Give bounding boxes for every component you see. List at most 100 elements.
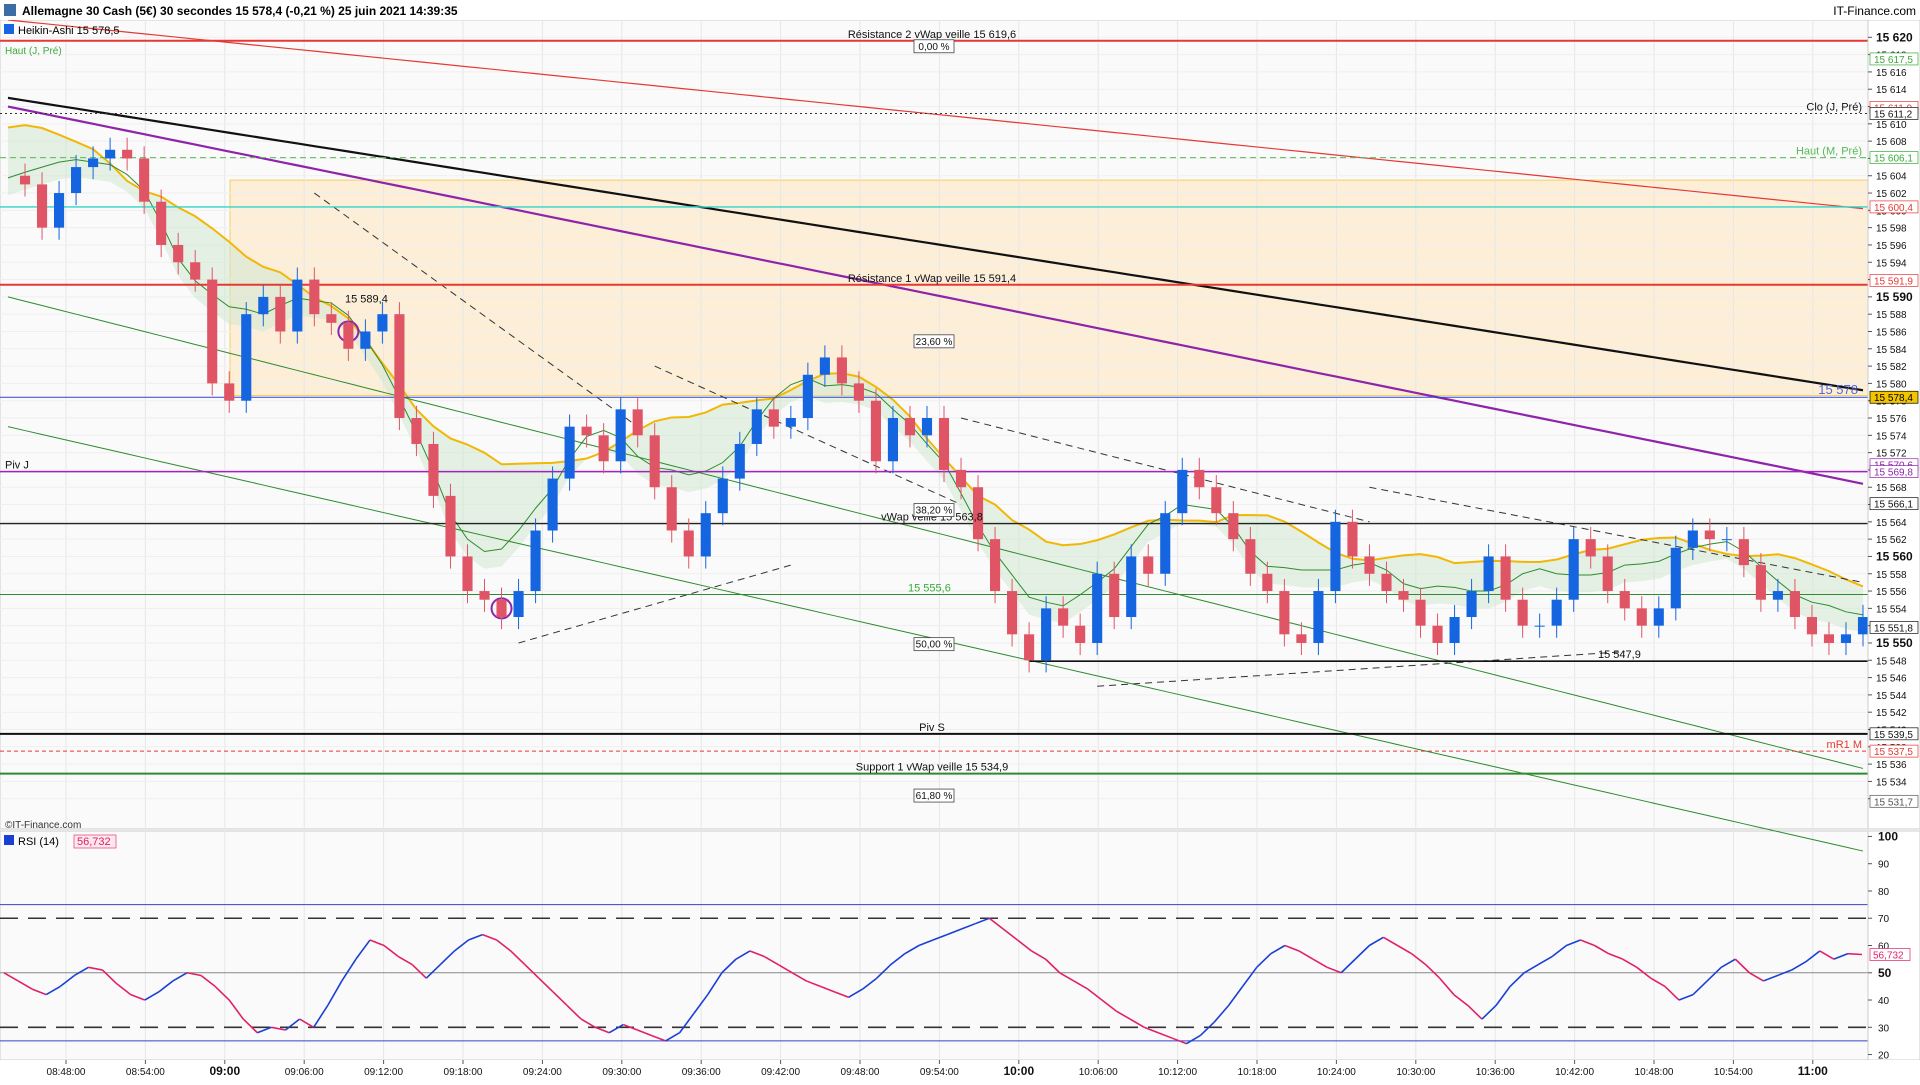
price-panel[interactable] <box>0 19 1869 830</box>
candle-body[interactable] <box>53 193 65 228</box>
candle-body[interactable] <box>71 167 82 194</box>
candle-body[interactable] <box>768 409 779 427</box>
candle-body[interactable] <box>870 400 881 462</box>
candle-body[interactable] <box>1789 591 1800 618</box>
candle-body[interactable] <box>1670 547 1681 609</box>
candle-body[interactable] <box>632 409 643 436</box>
series-legend[interactable]: Heikin-Ashi 15 578,5 <box>18 25 120 37</box>
candle-body[interactable] <box>1415 599 1426 626</box>
candle-body[interactable] <box>530 530 541 592</box>
candle-body[interactable] <box>1704 530 1715 540</box>
candle-body[interactable] <box>1721 539 1732 541</box>
candle-body[interactable] <box>1619 591 1630 609</box>
candle-body[interactable] <box>1330 521 1341 592</box>
candle-body[interactable] <box>1500 556 1511 600</box>
candle-body[interactable] <box>1551 599 1562 626</box>
candle-body[interactable] <box>190 262 201 280</box>
candle-body[interactable] <box>292 279 303 332</box>
candle-body[interactable] <box>1143 556 1154 574</box>
candle-body[interactable] <box>1840 634 1852 643</box>
candle-body[interactable] <box>1347 521 1358 557</box>
candle-body[interactable] <box>853 383 864 401</box>
candle-body[interactable] <box>1194 469 1205 488</box>
candle-body[interactable] <box>411 418 422 444</box>
candle-body[interactable] <box>445 495 456 557</box>
candle-body[interactable] <box>904 418 916 436</box>
candle-body[interactable] <box>751 409 762 444</box>
candle-body[interactable] <box>1211 487 1222 514</box>
chart-menu-icon[interactable] <box>4 4 16 16</box>
candle-body[interactable] <box>1245 539 1256 574</box>
candle-body[interactable] <box>1466 591 1477 618</box>
candle-body[interactable] <box>1177 469 1188 514</box>
candle-body[interactable] <box>1772 591 1783 600</box>
candle-body[interactable] <box>1126 556 1137 618</box>
candle-body[interactable] <box>105 149 116 159</box>
candle-body[interactable] <box>207 279 218 384</box>
candle-body[interactable] <box>428 443 439 496</box>
candle-body[interactable] <box>581 426 592 436</box>
candle-body[interactable] <box>972 487 984 540</box>
candle-body[interactable] <box>1449 617 1460 643</box>
candle-body[interactable] <box>598 435 609 462</box>
candle-body[interactable] <box>224 383 235 401</box>
candle-body[interactable] <box>1041 608 1052 661</box>
candle-body[interactable] <box>1024 634 1035 661</box>
candle-body[interactable] <box>1653 608 1664 626</box>
rsi-legend-label[interactable]: RSI (14) <box>18 836 59 848</box>
candle-body[interactable] <box>1364 556 1375 574</box>
candle-body[interactable] <box>1279 591 1290 635</box>
candle-body[interactable] <box>717 478 728 514</box>
candle-body[interactable] <box>1568 539 1579 600</box>
candle-body[interactable] <box>990 539 1001 592</box>
candle-body[interactable] <box>649 435 660 488</box>
candle-body[interactable] <box>1058 608 1069 626</box>
candle-body[interactable] <box>1296 634 1307 643</box>
candle-body[interactable] <box>666 487 677 531</box>
candle-body[interactable] <box>496 599 507 618</box>
candle-body[interactable] <box>1755 565 1766 600</box>
candle-body[interactable] <box>1160 513 1171 574</box>
candle-body[interactable] <box>258 296 269 315</box>
candle-body[interactable] <box>241 314 252 401</box>
candle-body[interactable] <box>1381 573 1392 592</box>
candle-body[interactable] <box>1602 556 1613 592</box>
candle-body[interactable] <box>683 530 694 557</box>
candle-body[interactable] <box>513 591 524 618</box>
candle-body[interactable] <box>547 478 558 531</box>
candle-body[interactable] <box>139 158 150 202</box>
candle-body[interactable] <box>462 556 473 592</box>
candle-body[interactable] <box>1483 556 1494 592</box>
candle-body[interactable] <box>1109 573 1120 618</box>
candle-body[interactable] <box>156 201 167 245</box>
candle-body[interactable] <box>122 149 133 159</box>
candle-body[interactable] <box>275 296 286 332</box>
candle-body[interactable] <box>1075 625 1086 643</box>
candle-body[interactable] <box>819 357 830 375</box>
time-axis[interactable] <box>0 1060 1920 1080</box>
candle-body[interactable] <box>360 331 371 349</box>
candle-body[interactable] <box>1092 573 1103 643</box>
candle-body[interactable] <box>173 244 184 263</box>
candle-body[interactable] <box>36 184 48 228</box>
candle-body[interactable] <box>343 322 354 349</box>
candle-body[interactable] <box>1517 599 1528 626</box>
candle-body[interactable] <box>479 591 490 600</box>
candle-body[interactable] <box>1398 591 1409 600</box>
candle-body[interactable] <box>1738 539 1749 566</box>
candle-body[interactable] <box>955 469 967 488</box>
candle-body[interactable] <box>734 443 745 479</box>
candle-body[interactable] <box>1806 617 1818 635</box>
candle-body[interactable] <box>377 314 388 332</box>
candle-body[interactable] <box>1636 608 1647 626</box>
candle-body[interactable] <box>394 314 405 419</box>
candle-body[interactable] <box>802 374 813 419</box>
candle-body[interactable] <box>1823 634 1835 643</box>
candle-body[interactable] <box>921 418 933 436</box>
candle-body[interactable] <box>1857 617 1869 635</box>
candle-body[interactable] <box>19 175 31 185</box>
candle-body[interactable] <box>88 158 99 168</box>
candle-body[interactable] <box>1262 573 1273 592</box>
